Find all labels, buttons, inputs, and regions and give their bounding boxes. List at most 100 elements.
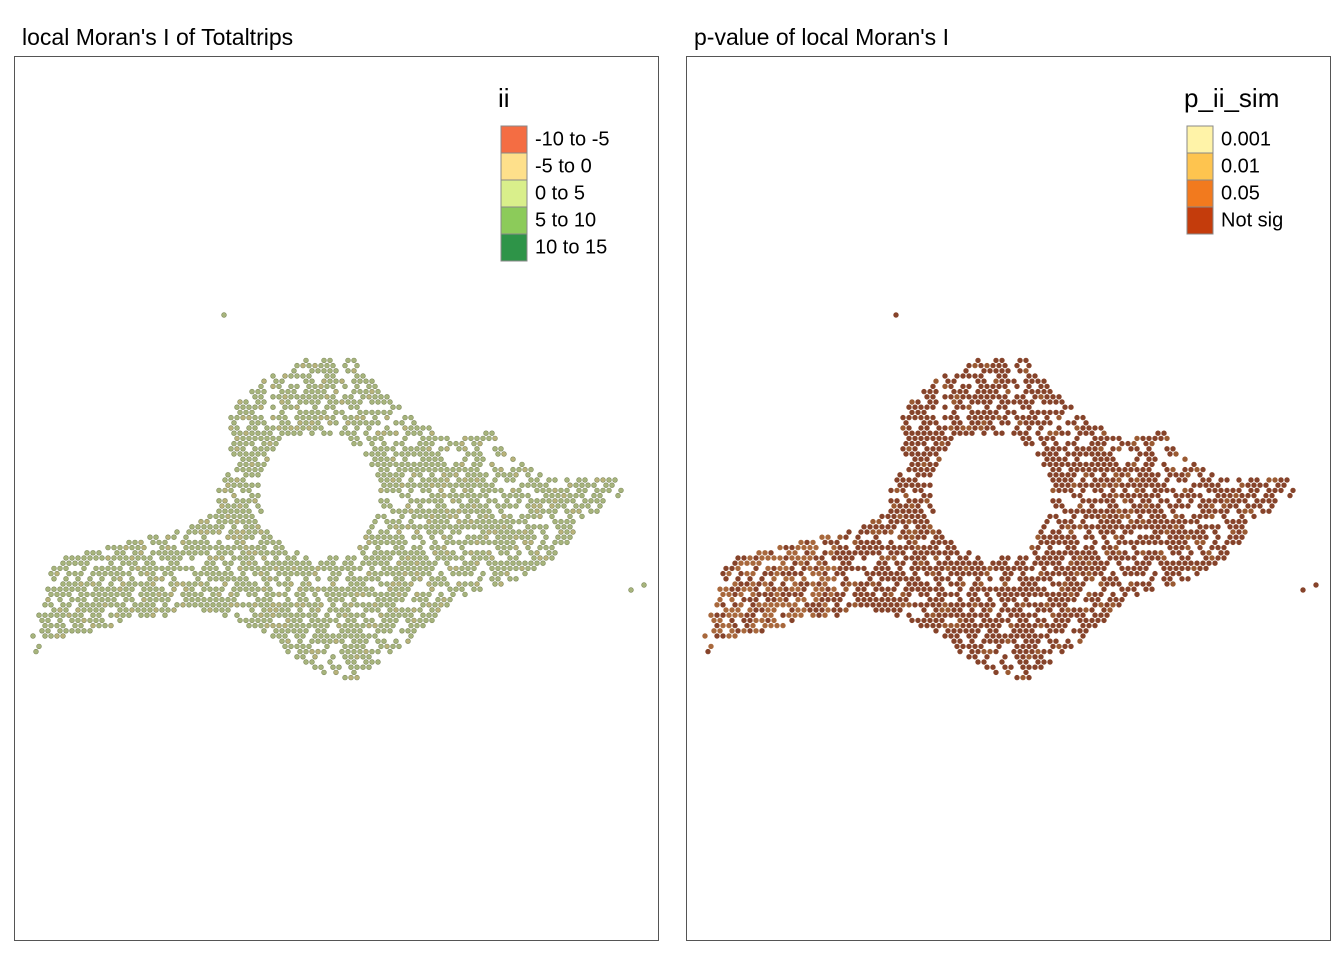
- hexagon-cell: [402, 591, 408, 598]
- hexagon-cell: [1128, 477, 1134, 483]
- hexagon-cell: [357, 544, 363, 551]
- hexagon-cell: [1065, 638, 1071, 644]
- hexagon-cell: [75, 576, 81, 582]
- hexagon-cell: [324, 373, 330, 379]
- hexagon-cell: [1086, 498, 1092, 504]
- hexagon-cell: [180, 550, 186, 556]
- hexagon-cell: [744, 612, 750, 618]
- hexagon-cell: [393, 576, 399, 582]
- hexagon-cell: [1122, 550, 1128, 556]
- hexagon-cell: [420, 539, 426, 546]
- hexagon-cell: [438, 466, 444, 473]
- hexagon-cell: [285, 576, 291, 582]
- hexagon-cell: [489, 524, 495, 530]
- hexagon-cell: [303, 596, 309, 603]
- hexagon-cell: [384, 622, 390, 629]
- hexagon-cell: [1266, 498, 1272, 504]
- hexagon-cell: [951, 420, 957, 426]
- hexagon-cell: [1149, 482, 1155, 488]
- hexagon-cell: [270, 591, 276, 598]
- hexagon-cell: [918, 581, 924, 587]
- hexagon-cell: [921, 586, 927, 592]
- hexagon-cell: [387, 399, 393, 405]
- hexagon-cell: [939, 576, 945, 582]
- hexagon-cell: [957, 648, 963, 655]
- hexagon-cell: [312, 664, 318, 670]
- hexagon-cell: [75, 555, 81, 561]
- hexagon-cell: [786, 550, 792, 556]
- hexagon-cell: [258, 414, 264, 421]
- hexagon-cell: [915, 576, 921, 582]
- hexagon-cell: [792, 550, 798, 556]
- hexagon-cell: [918, 529, 924, 535]
- hexagon-cell: [945, 440, 951, 447]
- hexagon-cell: [459, 586, 465, 592]
- hexagon-cell: [495, 503, 501, 509]
- hexagon-cell: [1074, 466, 1080, 473]
- hexagon-cell: [1083, 482, 1089, 488]
- hexagon-cell: [221, 312, 227, 318]
- hexagon-cell: [375, 576, 381, 582]
- hexagon-cell: [255, 451, 261, 457]
- hexagon-cell: [888, 550, 894, 556]
- hexagon-cell: [1047, 659, 1053, 665]
- hexagon-cell: [816, 581, 822, 587]
- hexagon-cell: [351, 565, 357, 572]
- hexagon-cell: [414, 560, 420, 566]
- hexagon-cell: [525, 534, 531, 540]
- hexagon-cell: [1113, 482, 1119, 488]
- hexagon-cell: [1062, 518, 1068, 525]
- hexagon-cell: [1146, 456, 1152, 462]
- hexagon-cell: [984, 570, 990, 577]
- hexagon-cell: [216, 570, 222, 577]
- hexagon-cell: [543, 534, 549, 540]
- hexagon-cell: [162, 539, 168, 546]
- hexagon-cell: [879, 596, 885, 603]
- hexagon-cell: [417, 472, 423, 478]
- hexagon-cell: [393, 617, 399, 624]
- hexagon-cell: [1038, 570, 1044, 577]
- hexagon-cell: [822, 591, 828, 598]
- hexagon-cell: [1026, 622, 1032, 629]
- hexagon-cell: [972, 591, 978, 598]
- hexagon-cell: [168, 581, 174, 587]
- hexagon-cell: [156, 550, 162, 556]
- hexagon-cell: [255, 586, 261, 592]
- hexagon-cell: [324, 591, 330, 598]
- hexagon-cell: [441, 534, 447, 540]
- hexagon-cell: [1038, 622, 1044, 629]
- hexagon-cell: [723, 565, 729, 572]
- hexagon-cell: [1005, 607, 1011, 613]
- hexagon-cell: [966, 550, 972, 556]
- hexagon-cell: [309, 368, 315, 374]
- hexagon-cell: [1125, 482, 1131, 488]
- hexagon-cell: [150, 602, 156, 608]
- hexagon-cell: [762, 622, 768, 629]
- hexagon-cell: [948, 581, 954, 587]
- hexagon-cell: [1065, 451, 1071, 457]
- hexagon-cell: [1251, 492, 1257, 499]
- hexagon-cell: [567, 513, 573, 520]
- hexagon-cell: [243, 461, 249, 468]
- hexagon-cell: [378, 529, 384, 535]
- hexagon-cell: [1020, 394, 1026, 400]
- hexagon-cell: [135, 607, 141, 613]
- hexagon-cell: [894, 508, 900, 514]
- hexagon-cell: [357, 388, 363, 395]
- hexagon-cell: [1137, 503, 1143, 509]
- hexagon-cell: [87, 576, 93, 582]
- hexagon-cell: [1164, 435, 1170, 442]
- hexagon-cell: [1068, 550, 1074, 556]
- hexagon-cell: [765, 617, 771, 624]
- hexagon-cell: [873, 544, 879, 551]
- hexagon-cell: [399, 607, 405, 613]
- hexagon-cell: [318, 633, 324, 639]
- hexagon-cell: [417, 544, 423, 551]
- hexagon-cell: [894, 602, 900, 608]
- hexagon-cell: [936, 560, 942, 566]
- hexagon-cell: [432, 508, 438, 514]
- hexagon-cell: [321, 628, 327, 634]
- hexagon-cell: [462, 518, 468, 525]
- hexagon-cell: [720, 633, 726, 639]
- hexagon-cell: [885, 513, 891, 520]
